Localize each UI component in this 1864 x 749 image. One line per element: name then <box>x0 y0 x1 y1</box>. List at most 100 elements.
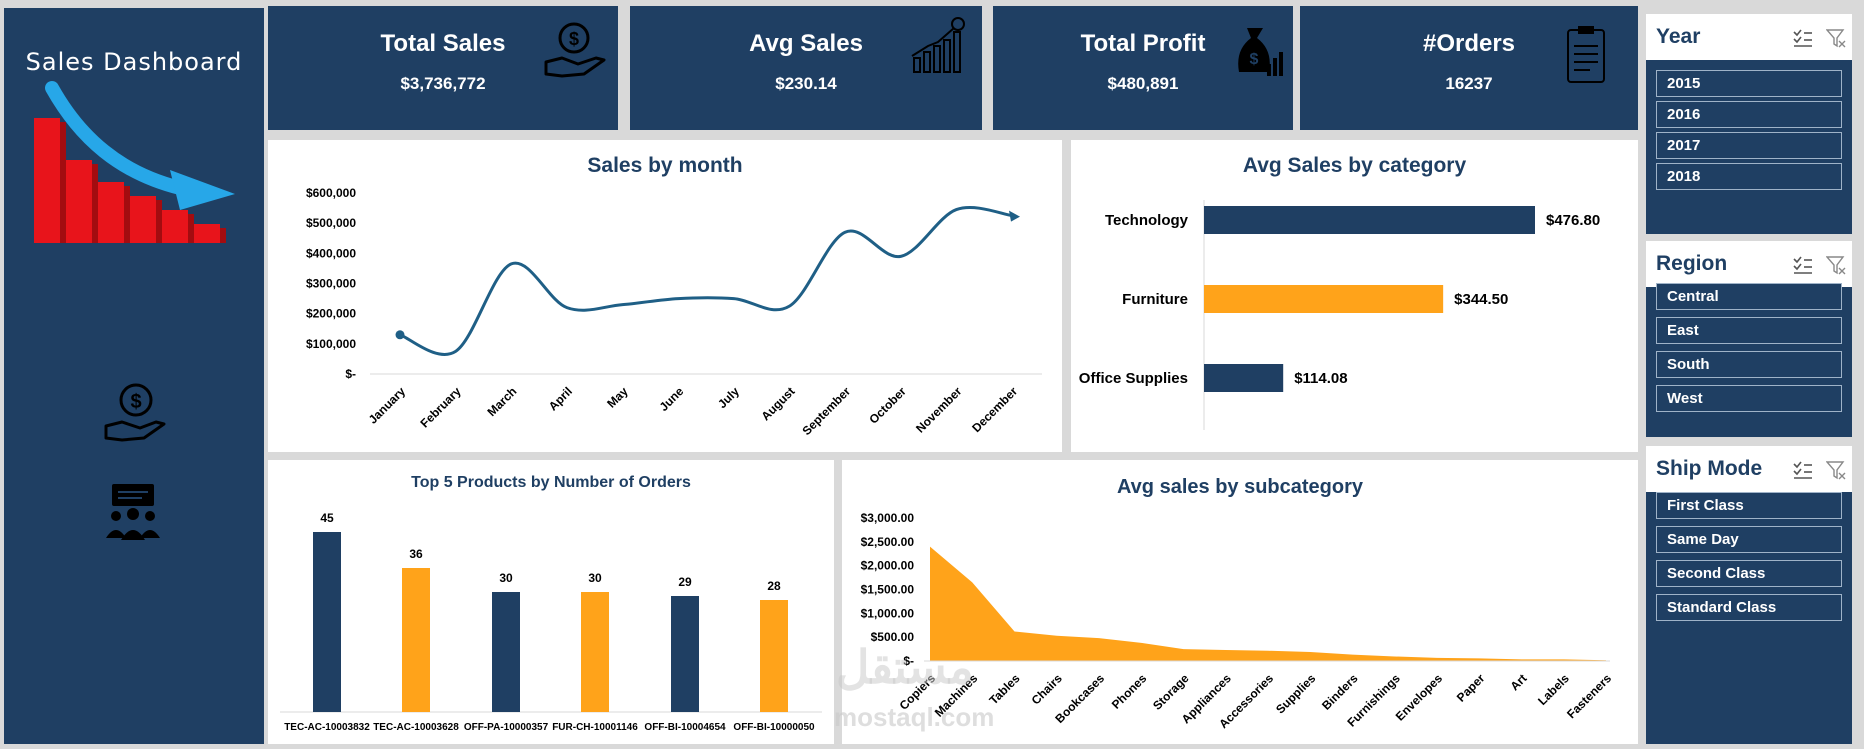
category-bar <box>1204 206 1535 234</box>
growth-chart-icon <box>911 17 965 73</box>
category-bar <box>1204 364 1284 392</box>
x-tick-label: September <box>799 384 853 438</box>
slicer-header: Region <box>1646 241 1852 287</box>
bar-value-label: $344.50 <box>1454 291 1508 308</box>
x-tick-label: Paper <box>1454 671 1488 705</box>
multi-select-icon[interactable] <box>1792 255 1814 275</box>
kpi-value: $480,891 <box>1107 74 1179 93</box>
kpi-value: $230.14 <box>775 74 837 93</box>
money-hand-icon: $ <box>104 383 166 442</box>
clear-filter-icon[interactable] <box>1825 28 1846 48</box>
category-bar <box>1204 285 1444 313</box>
dollar-hand-icon: $ <box>544 22 606 78</box>
x-tick-label: Envelopes <box>1393 671 1446 724</box>
x-tick-label: December <box>969 384 1020 435</box>
bar-value-label: 28 <box>767 579 781 593</box>
slicer-item-2016[interactable]: 2016 <box>1656 101 1842 128</box>
multi-select-icon[interactable] <box>1792 460 1814 480</box>
kpi-card-orders: #Orders 16237 <box>1300 6 1638 130</box>
y-tick-label: $1,500.00 <box>861 583 915 597</box>
slicer-item-same-day[interactable]: Same Day <box>1656 526 1842 553</box>
slicer-item-second-class[interactable]: Second Class <box>1656 560 1842 587</box>
avg-sales-by-subcategory-chart: Avg sales by subcategory $- $500.00 $1,000… <box>834 460 1638 744</box>
multi-select-icon[interactable] <box>1792 28 1814 48</box>
slicer-item-central[interactable]: Central <box>1656 283 1842 310</box>
area-chart-svg: $- $500.00 $1,000.00 $1,500.00 $2,000.00 $2,5… <box>861 511 1615 731</box>
slicer-item-east[interactable]: East <box>1656 317 1842 344</box>
money-bag-icon: $ <box>1238 28 1283 76</box>
product-label: FUR-CH-10001146 <box>552 722 638 733</box>
slicer-header: Year <box>1646 14 1852 60</box>
bar-value-label: $114.08 <box>1294 370 1347 387</box>
watermark-arabic: مستقل <box>836 641 974 693</box>
y-tick-label: $200,000 <box>306 307 356 321</box>
y-tick-label: $500.00 <box>871 630 915 644</box>
slicer-item-2018[interactable]: 2018 <box>1656 163 1842 190</box>
vbar-chart-svg: 45 TEC-AC-10003832 36 TEC-AC-10003628 30 OFF-… <box>280 511 822 733</box>
x-tick-label: January <box>366 384 409 427</box>
bar-value-label: 45 <box>320 511 334 525</box>
slicer-item-standard-class[interactable]: Standard Class <box>1656 594 1842 621</box>
product-label: OFF-PA-10000357 <box>464 722 549 733</box>
product-bar <box>671 596 699 712</box>
chart-title: Top 5 Products by Number of Orders <box>411 474 691 491</box>
slicer-title: Region <box>1656 252 1728 275</box>
slicer-header: Ship Mode <box>1646 446 1852 492</box>
x-tick-label: Storage <box>1150 671 1192 713</box>
y-tick-label: $100,000 <box>306 337 356 351</box>
product-bar <box>492 592 520 712</box>
y-tick-label: $3,000.00 <box>861 511 915 525</box>
kpi-card-avg-sales: Avg Sales $230.14 <box>630 6 982 130</box>
slicer-region: Region Central East South West <box>1646 241 1852 437</box>
dashboard-title: Sales Dashboard <box>25 48 243 76</box>
product-bar <box>760 600 788 712</box>
slicer-header-icons <box>1792 28 1846 53</box>
x-tick-label: February <box>418 384 464 430</box>
svg-text:$: $ <box>569 29 579 49</box>
x-tick-label: March <box>485 384 520 419</box>
category-label: Furniture <box>1122 291 1188 308</box>
kpi-title: #Orders <box>1422 30 1516 57</box>
kpi-title: Avg Sales <box>749 30 863 57</box>
x-tick-label: Labels <box>1535 671 1572 708</box>
product-bar <box>402 568 430 712</box>
clear-filter-icon[interactable] <box>1825 460 1846 480</box>
bar-value-label: $476.80 <box>1546 212 1600 229</box>
svg-text:$: $ <box>130 391 141 413</box>
bar-value-label: 30 <box>588 571 602 585</box>
slicer-ship-mode: Ship Mode First Class Same Day Second Cl… <box>1646 446 1852 744</box>
bar-value-label: 30 <box>499 571 513 585</box>
series-start-marker <box>395 330 405 340</box>
category-label: Office Supplies <box>1079 370 1188 387</box>
y-tick-label: $2,500.00 <box>861 535 915 549</box>
y-tick-label: $1,000.00 <box>861 606 915 620</box>
product-bar <box>313 532 341 712</box>
kpi-title: Total Sales <box>380 30 506 57</box>
chart-title: Avg sales by subcategory <box>1116 476 1364 498</box>
hbar-chart-svg: Technology $476.80 Furniture $344.50 Office … <box>1079 200 1600 430</box>
y-tick-label: $- <box>345 367 356 381</box>
chart-title: Avg Sales by category <box>1242 154 1467 177</box>
subcategory-area <box>930 546 1606 661</box>
product-label: TEC-AC-10003628 <box>373 722 459 733</box>
x-tick-label: Supplies <box>1273 671 1318 716</box>
slicer-item-2017[interactable]: 2017 <box>1656 132 1842 159</box>
slicer-header-icons <box>1792 460 1846 485</box>
slicer-item-south[interactable]: South <box>1656 351 1842 378</box>
x-tick-label: Chairs <box>1029 671 1066 708</box>
product-label: OFF-BI-10000050 <box>733 722 815 733</box>
slicer-title: Ship Mode <box>1656 457 1763 480</box>
top-products-chart: Top 5 Products by Number of Orders 45 TEC… <box>268 460 834 744</box>
slicer-item-2015[interactable]: 2015 <box>1656 70 1842 97</box>
watermark-latin: mostaql.com <box>834 702 995 732</box>
slicer-item-west[interactable]: West <box>1656 385 1842 412</box>
slicer-item-first-class[interactable]: First Class <box>1656 492 1842 519</box>
x-tick-label: Phones <box>1109 671 1150 712</box>
y-tick-label: $400,000 <box>306 246 356 260</box>
declining-chart-logo-icon <box>34 81 235 243</box>
clear-filter-icon[interactable] <box>1825 255 1846 275</box>
kpi-value: $3,736,772 <box>400 74 486 93</box>
x-tick-label: Binders <box>1319 671 1361 713</box>
y-tick-label: $300,000 <box>306 277 356 291</box>
kpi-card-total-profit: Total Profit $480,891 $ <box>993 6 1293 130</box>
